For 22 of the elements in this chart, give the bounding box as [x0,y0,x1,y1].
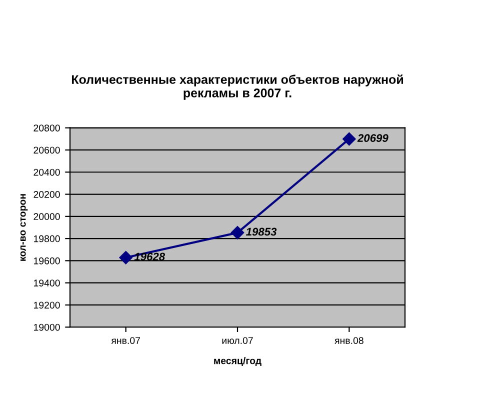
y-tick-label: 20400 [34,168,60,176]
x-axis-title: месяц/год [214,357,262,366]
y-tick-label: 19000 [34,324,60,331]
y-tick-label: 19600 [34,257,60,264]
x-tick-label: янв.07 [111,337,140,344]
point [230,226,244,240]
chart-title: Количественные характеристики объектов наружной рекламы в 2007 г. [72,74,403,100]
point [119,251,132,264]
data-label: 20699 [357,134,388,142]
y-tick-label: 20000 [34,213,60,220]
y-tick-label: 20200 [34,191,60,198]
x-tick-label: янв.08 [334,337,364,344]
data-label: 19853 [246,228,277,236]
y-tick-label: 19200 [34,302,60,309]
point [342,132,356,146]
y-tick-label: 19400 [34,280,60,286]
y-tick-label: 20600 [34,146,60,154]
x-tick-label: июл.07 [222,337,253,344]
y-tick-label: 19800 [34,235,60,242]
y-axis-title: кол-во сторон [20,194,28,261]
data-label: 19628 [134,252,166,261]
y-tick-label: 20800 [34,124,60,132]
